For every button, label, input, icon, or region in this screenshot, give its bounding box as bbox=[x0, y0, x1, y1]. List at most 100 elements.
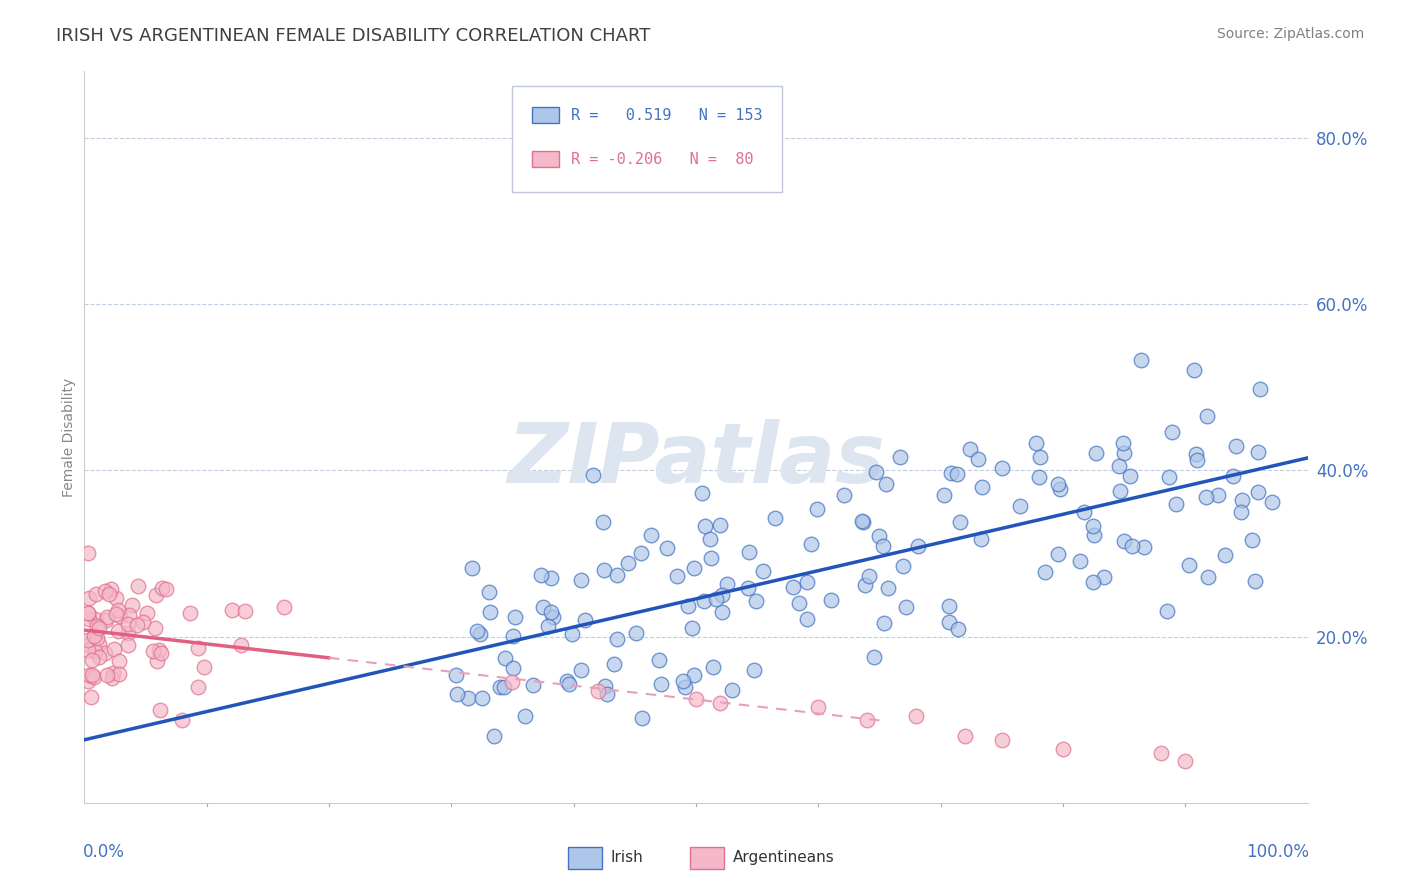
Point bbox=[800, 537, 823, 551]
Point bbox=[103, 642, 125, 657]
Point bbox=[83, 628, 105, 642]
Point bbox=[1049, 483, 1071, 497]
Point bbox=[1108, 483, 1130, 498]
Point bbox=[97, 587, 120, 601]
Point bbox=[540, 606, 562, 620]
Point bbox=[107, 667, 129, 681]
Point bbox=[146, 654, 169, 668]
Point bbox=[693, 594, 716, 608]
Point bbox=[142, 643, 165, 657]
Point bbox=[82, 652, 104, 666]
Point bbox=[530, 568, 553, 582]
Point bbox=[86, 619, 108, 633]
Point bbox=[150, 581, 173, 595]
Point bbox=[851, 514, 873, 528]
Point bbox=[89, 649, 111, 664]
Point bbox=[1112, 534, 1135, 549]
Point bbox=[592, 515, 614, 529]
Point bbox=[865, 466, 887, 480]
Point bbox=[77, 546, 100, 560]
Point bbox=[647, 653, 669, 667]
Point bbox=[1197, 570, 1219, 584]
Point bbox=[1081, 519, 1104, 533]
Point bbox=[1160, 425, 1182, 440]
Point bbox=[702, 660, 724, 674]
Point bbox=[1229, 505, 1251, 519]
Point bbox=[77, 591, 100, 606]
Point bbox=[478, 584, 501, 599]
Point bbox=[1178, 558, 1201, 573]
Point bbox=[1182, 362, 1205, 376]
Point bbox=[444, 668, 467, 682]
Point bbox=[709, 518, 731, 533]
Point bbox=[77, 606, 100, 620]
Point bbox=[77, 606, 100, 620]
Point bbox=[569, 573, 592, 587]
Point bbox=[1222, 469, 1244, 483]
Point bbox=[949, 515, 972, 529]
Point bbox=[710, 605, 733, 619]
Point bbox=[1029, 450, 1052, 464]
Point bbox=[737, 581, 759, 595]
Point bbox=[77, 643, 100, 657]
Point bbox=[807, 700, 830, 714]
Point bbox=[630, 546, 652, 560]
Point bbox=[1184, 446, 1206, 460]
Point bbox=[716, 577, 738, 591]
Point bbox=[96, 667, 118, 681]
Point bbox=[86, 631, 108, 645]
Point bbox=[959, 442, 981, 456]
Point bbox=[494, 651, 516, 665]
Point bbox=[531, 599, 554, 614]
Point bbox=[699, 550, 721, 565]
Point bbox=[1225, 439, 1247, 453]
Point bbox=[186, 641, 208, 656]
Point bbox=[1046, 548, 1069, 562]
Point bbox=[172, 713, 194, 727]
Point bbox=[117, 617, 139, 632]
Point bbox=[941, 466, 963, 480]
Point bbox=[796, 612, 818, 626]
Point bbox=[1010, 499, 1032, 513]
Point bbox=[938, 615, 960, 629]
Point bbox=[970, 480, 993, 494]
Point bbox=[709, 696, 731, 710]
Point bbox=[502, 629, 524, 643]
Text: 0.0%: 0.0% bbox=[83, 843, 125, 861]
Point bbox=[875, 476, 897, 491]
Point bbox=[101, 672, 124, 686]
Text: Irish: Irish bbox=[610, 850, 643, 865]
Point bbox=[461, 561, 484, 575]
Point bbox=[742, 663, 765, 677]
Point bbox=[1247, 444, 1270, 458]
Point bbox=[704, 591, 727, 606]
Point bbox=[488, 681, 510, 695]
Point bbox=[858, 569, 880, 583]
Point bbox=[806, 502, 828, 516]
Y-axis label: Female Disability: Female Disability bbox=[62, 377, 76, 497]
Point bbox=[672, 674, 695, 689]
FancyBboxPatch shape bbox=[513, 86, 782, 192]
Point bbox=[868, 529, 890, 543]
Point bbox=[763, 511, 786, 525]
Point bbox=[117, 638, 139, 652]
Point bbox=[229, 638, 252, 652]
Point bbox=[593, 563, 616, 577]
Point bbox=[630, 711, 652, 725]
Point bbox=[522, 678, 544, 692]
Point bbox=[561, 627, 583, 641]
Point bbox=[89, 637, 111, 651]
Point bbox=[894, 600, 917, 615]
Point bbox=[1112, 445, 1135, 459]
Point bbox=[666, 568, 689, 582]
Point bbox=[108, 609, 131, 624]
Point bbox=[787, 596, 810, 610]
Point bbox=[1132, 540, 1154, 554]
Point bbox=[1174, 754, 1197, 768]
Point bbox=[853, 578, 876, 592]
Point bbox=[136, 607, 159, 621]
Point bbox=[970, 532, 993, 546]
Point bbox=[77, 673, 100, 688]
Point bbox=[856, 713, 879, 727]
Point bbox=[991, 461, 1014, 475]
